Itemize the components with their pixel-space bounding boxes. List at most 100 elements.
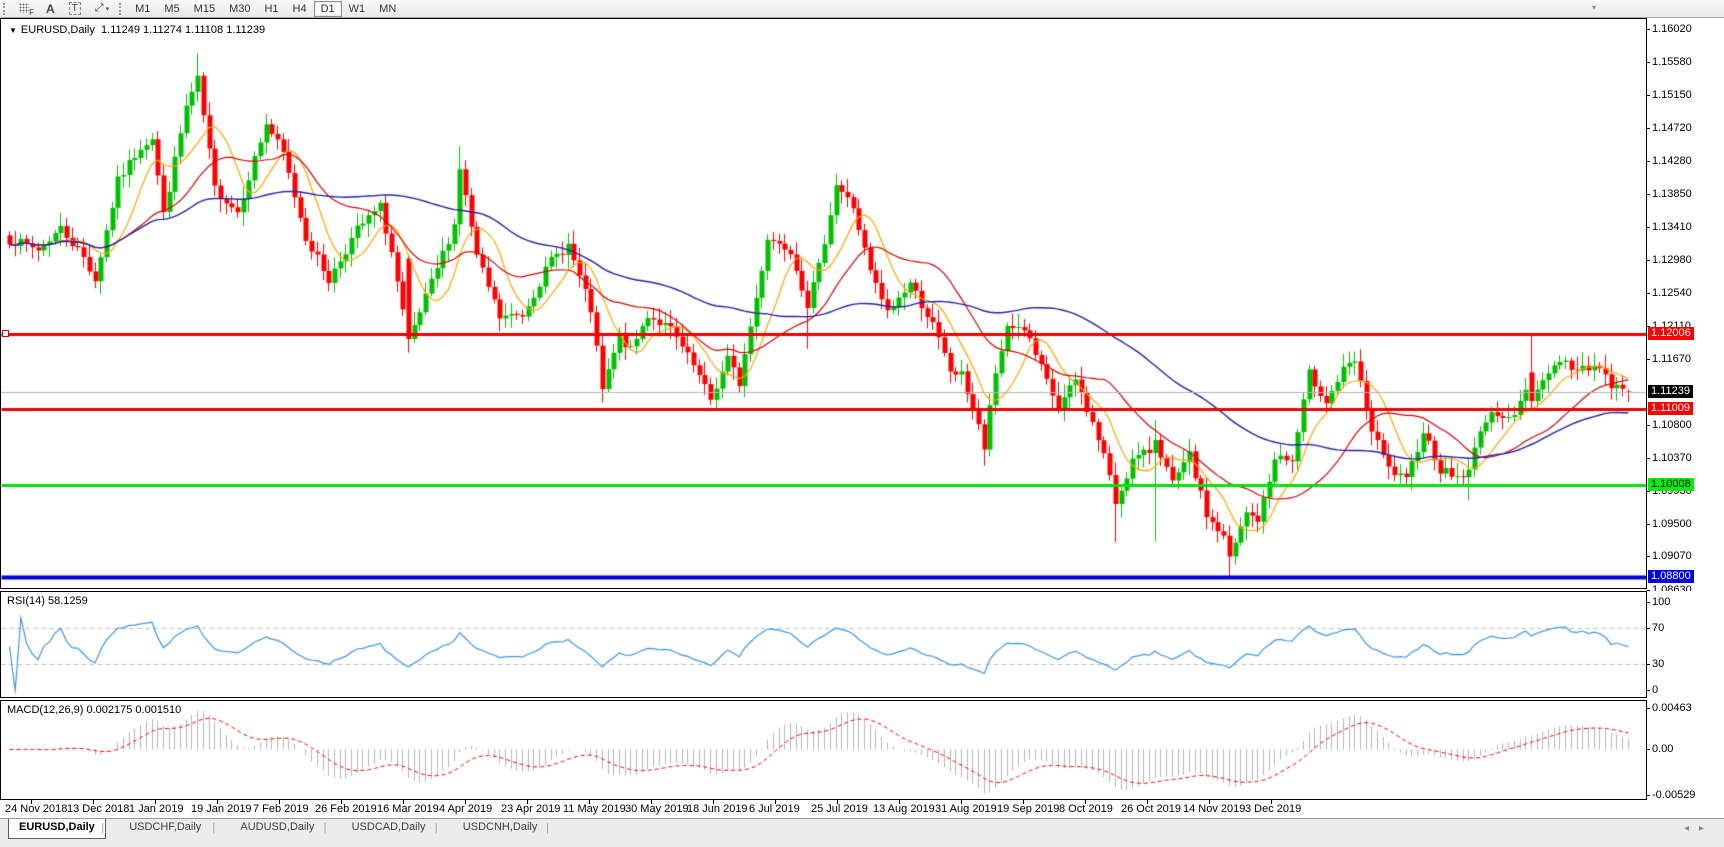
chevron-down-icon: ▾: [105, 5, 110, 13]
timeframe-button-m30[interactable]: M30: [222, 1, 257, 17]
grid-f-icon-button[interactable]: F: [12, 1, 39, 17]
date-tick: [589, 800, 590, 804]
price-tick-label: 1.10800: [1647, 419, 1692, 431]
date-tick: [403, 800, 404, 804]
price-tick-label: 1.10370: [1647, 452, 1692, 464]
tab-separator: |: [546, 822, 549, 834]
price-tick-label: 1.14280: [1647, 155, 1692, 167]
price-tag-1.11009: 1.11009: [1648, 402, 1693, 416]
price-axis[interactable]: 1.16020 1.15580 1.15150 1.14720 1.14280 1.138…: [1647, 18, 1724, 596]
date-label: 18 Jun 2019: [687, 803, 748, 815]
toolbar-grip[interactable]: [3, 2, 8, 15]
price-tag-1.08800: 1.08800: [1648, 569, 1694, 583]
rsi-axis[interactable]: 100 70 30 0: [1647, 591, 1724, 698]
date-axis[interactable]: 24 Nov 2018 13 Dec 2018 1 Jan 2019 19 Jan 2…: [0, 800, 1724, 818]
date-tick: [217, 800, 218, 804]
tab-separator: |: [212, 822, 216, 834]
text-label-icon: A: [46, 1, 55, 16]
timeframe-button-d1[interactable]: D1: [313, 0, 342, 17]
main-chart-panel[interactable]: ▼ EURUSD,Daily 1.11249 1.11274 1.11108 1.…: [0, 18, 1647, 589]
date-tick: [527, 800, 528, 804]
price-tick-label: 1.15150: [1647, 89, 1692, 101]
rsi-tick-label: 0: [1647, 684, 1658, 696]
hline-anchor-handle[interactable]: [2, 330, 9, 337]
date-label: 30 May 2019: [625, 803, 689, 815]
chart-tab-usdchf[interactable]: USDCHF,Daily: [129, 821, 202, 833]
price-tick-label: 1.12540: [1647, 287, 1692, 299]
price-tick-label: 1.11670: [1647, 353, 1691, 365]
date-tick: [775, 800, 776, 804]
date-tick: [713, 800, 714, 804]
date-label: 26 Feb 2019: [315, 803, 377, 815]
date-tick: [93, 800, 94, 804]
macd-tick-label: 0.00463: [1647, 702, 1692, 714]
price-tick-label: 1.09070: [1647, 550, 1692, 562]
macd-axis[interactable]: 0.00463 0.00 -0.00529: [1647, 700, 1724, 801]
text-box-icon: T: [68, 2, 81, 15]
rsi-tick-label: 100: [1647, 596, 1670, 608]
macd-tick-label: 0.00: [1647, 743, 1673, 755]
timeframe-button-mn[interactable]: MN: [372, 1, 403, 17]
price-tag-1.11239: 1.11239: [1648, 384, 1693, 398]
date-tick: [1023, 800, 1024, 804]
price-tick-label: 1.13410: [1647, 221, 1692, 233]
macd-canvas[interactable]: [1, 701, 1646, 799]
text-label-button[interactable]: A: [39, 1, 62, 17]
tab-scroll-left-icon: ◂: [1683, 823, 1699, 834]
date-label: 7 Feb 2019: [253, 803, 309, 815]
date-label: 4 Apr 2019: [439, 803, 493, 815]
date-tick: [1209, 800, 1210, 804]
timeframe-button-w1[interactable]: W1: [342, 1, 373, 17]
chart-tab-eurusd[interactable]: EURUSD,Daily: [8, 819, 106, 839]
price-tick-label: 1.13850: [1647, 188, 1692, 200]
date-label: 1 Jan 2019: [129, 803, 184, 815]
price-tag-1.10008: 1.10008: [1648, 478, 1694, 492]
timeframe-button-h1[interactable]: H1: [257, 1, 285, 17]
date-label: 13 Aug 2019: [873, 803, 935, 815]
date-label: 6 Jul 2019: [749, 803, 800, 815]
timeframe-toolbar: M1 M5 M15 M30 H1 H4 D1 W1 MN: [128, 0, 403, 17]
chart-tab-bar: ◂▸ EURUSD,Daily | USDCHF,Daily | AUDUSD,Dail…: [0, 818, 1724, 847]
rsi-tick-label: 70: [1647, 622, 1664, 634]
rsi-canvas[interactable]: [1, 592, 1646, 697]
timeframe-button-m1[interactable]: M1: [128, 1, 157, 17]
macd-panel[interactable]: MACD(12,26,9) 0.002175 0.001510: [0, 700, 1647, 800]
timeframe-button-m5[interactable]: M5: [157, 1, 186, 17]
price-tick-label: 1.12980: [1647, 254, 1692, 266]
date-tick: [1085, 800, 1086, 804]
chart-tab-audusd[interactable]: AUDUSD,Daily: [240, 821, 315, 833]
date-tick: [155, 800, 156, 804]
date-label: 25 Jul 2019: [811, 803, 868, 815]
toolbar-overflow-icon[interactable]: ▾: [1592, 3, 1597, 12]
chart-ohlc-values: 1.11249 1.11274 1.11108 1.11239: [101, 24, 266, 36]
price-chart-canvas[interactable]: [1, 19, 1646, 588]
rsi-label: RSI(14) 58.1259: [7, 595, 88, 607]
date-tick: [1147, 800, 1148, 804]
rsi-panel[interactable]: RSI(14) 58.1259: [0, 591, 1647, 698]
toolbar-grip-2[interactable]: [119, 2, 124, 15]
date-tick: [341, 800, 342, 804]
date-label: 26 Oct 2019: [1121, 803, 1181, 815]
macd-tick-label: -0.00529: [1647, 789, 1695, 801]
chart-title[interactable]: ▼ EURUSD,Daily 1.11249 1.11274 1.11108 1.…: [9, 24, 265, 36]
date-tick: [651, 800, 652, 804]
price-tick-label: 1.09500: [1647, 518, 1692, 530]
date-label: 16 Mar 2019: [377, 803, 439, 815]
timeframe-button-m15[interactable]: M15: [187, 1, 222, 17]
tab-separator: |: [434, 822, 438, 834]
date-tick: [465, 800, 466, 804]
date-tick: [961, 800, 962, 804]
date-label: 19 Jan 2019: [191, 803, 252, 815]
chart-tab-usdcnh[interactable]: USDCNH,Daily: [462, 821, 538, 833]
text-box-button[interactable]: T: [62, 1, 88, 17]
date-label: 19 Sep 2019: [997, 803, 1060, 815]
tab-scroll-arrows[interactable]: ◂▸: [1684, 823, 1714, 834]
price-tick-label: 1.14720: [1647, 122, 1692, 134]
price-tick-label: 1.16020: [1647, 23, 1692, 35]
timeframe-button-h4[interactable]: H4: [286, 1, 314, 17]
tab-separator: |: [101, 822, 105, 834]
chart-tab-usdcad[interactable]: USDCAD,Daily: [351, 821, 426, 833]
symbol-dropdown-icon[interactable]: ▼: [9, 26, 17, 35]
toolbar: F A T ⤢ ▾ M1 M5 M15 M30 H1 H4 D1 W1 MN ▾: [0, 0, 1724, 18]
arrows-dropdown-button[interactable]: ⤢ ▾: [88, 1, 116, 17]
